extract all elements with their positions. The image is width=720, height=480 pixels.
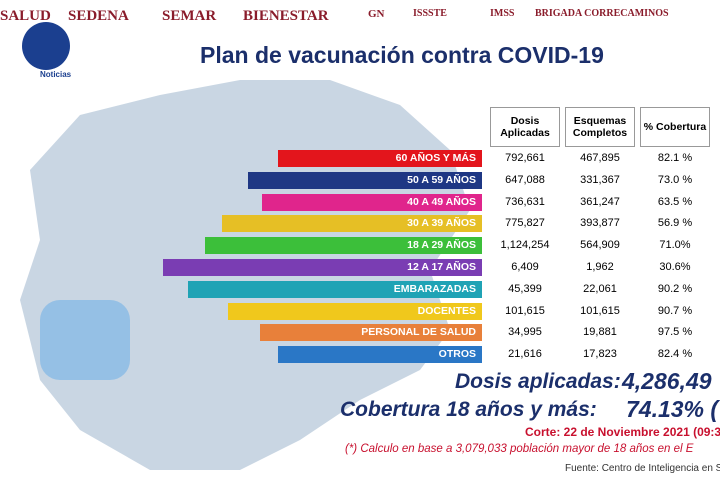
table-cell: 19,881	[583, 326, 617, 339]
table-cell: 71.0%	[659, 239, 691, 252]
table-cell: 30.6%	[659, 261, 691, 273]
table-cell: 97.5 %	[657, 326, 693, 339]
table-cell: 101,615	[580, 304, 620, 317]
dosis-value: 4,286,49	[622, 368, 712, 394]
title: Plan de vacunación contra COVID-19	[200, 42, 604, 68]
brand-logo	[22, 22, 70, 70]
fuente: Fuente: Centro de Inteligencia en Sa	[565, 463, 720, 474]
column-header: Esquemas Completos	[565, 107, 635, 147]
row-label: OTROS	[278, 346, 482, 364]
header-logo: BIENESTAR	[243, 8, 329, 24]
header-logo: SALUD	[0, 8, 51, 24]
row-label: PERSONAL DE SALUD	[260, 324, 482, 342]
table-cell: 1,962	[586, 261, 614, 273]
table-cell: 45,399	[508, 282, 542, 295]
nota: (*) Calculo en base a 3,079,033 població…	[345, 443, 694, 455]
table-cell: 90.2 %	[657, 282, 693, 295]
table-cell: 21,616	[508, 348, 542, 361]
table-cell: 101,615	[505, 304, 545, 317]
header-logo: BRIGADA CORRECAMINOS	[535, 8, 669, 19]
table-cell: 792,661	[505, 152, 545, 164]
table-cell: 63.5 %	[657, 195, 693, 208]
cobertura-value: 74.13% (	[626, 396, 719, 422]
table-cell: 82.4 %	[657, 348, 693, 361]
column-header: % Cobertura	[640, 107, 710, 147]
table-cell: 647,088	[505, 173, 545, 186]
cobertura-label: Cobertura 18 años y más:	[340, 398, 597, 421]
header-logo: SEDENA	[68, 8, 129, 24]
row-label: EMBARAZADAS	[188, 280, 482, 298]
gloves-icon	[40, 300, 130, 380]
table-cell: 1,124,254	[500, 239, 550, 252]
row-label: 12 A 17 AÑOS	[163, 259, 482, 276]
header-logo: IMSS	[490, 8, 515, 19]
column-header: Dosis Aplicadas	[490, 107, 560, 147]
table-cell: 22,061	[583, 282, 617, 295]
table-cell: 736,631	[505, 195, 545, 208]
table-cell: 361,247	[580, 195, 620, 208]
table-cell: 90.7 %	[657, 304, 693, 317]
table-cell: 6,409	[511, 261, 539, 273]
header-logo: SEMAR	[162, 8, 217, 24]
table-cell: 564,909	[580, 239, 620, 252]
row-label: 50 A 59 AÑOS	[248, 171, 482, 189]
table-cell: 467,895	[580, 152, 620, 164]
row-label: 30 A 39 AÑOS	[222, 215, 482, 233]
row-label: 18 A 29 AÑOS	[205, 237, 482, 255]
brand-name: Noticias	[40, 70, 72, 79]
row-label: 40 A 49 AÑOS	[262, 193, 482, 211]
dosis-label: Dosis aplicadas:	[455, 370, 621, 393]
corte: Corte: 22 de Noviembre 2021 (09:3	[525, 425, 720, 439]
header-logo: GN	[368, 8, 385, 20]
header-logo: ISSSTE	[413, 8, 447, 19]
row-label: DOCENTES	[228, 302, 482, 320]
row-label: 60 AÑOS Y MÁS	[278, 150, 482, 167]
table-cell: 393,877	[580, 217, 620, 230]
table-cell: 34,995	[508, 326, 542, 339]
table-cell: 82.1 %	[657, 152, 693, 164]
table-cell: 331,367	[580, 173, 620, 186]
table-cell: 73.0 %	[657, 173, 693, 186]
table-cell: 17,823	[583, 348, 617, 361]
table-cell: 775,827	[505, 217, 545, 230]
table-cell: 56.9 %	[657, 217, 693, 230]
